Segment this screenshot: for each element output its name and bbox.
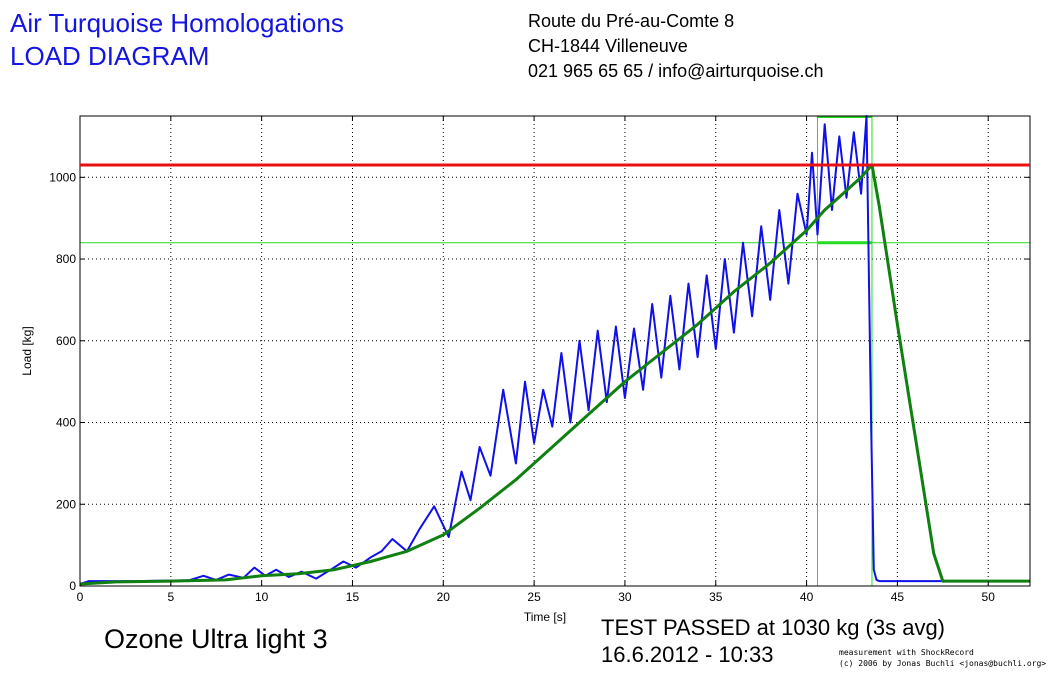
x-tick-label: 40	[800, 590, 814, 604]
x-tick-label: 0	[77, 590, 84, 604]
credit-line-2: (c) 2006 by Jonas Buchli <jonas@buchli.o…	[839, 659, 1047, 668]
x-tick-label: 45	[891, 590, 905, 604]
x-axis-label: Time [s]	[524, 610, 566, 624]
y-tick-label: 1000	[49, 170, 76, 184]
y-tick-label: 800	[56, 252, 76, 266]
x-tick-label: 10	[255, 590, 269, 604]
series-layer	[79, 115, 1030, 586]
y-tick-label: 600	[56, 334, 76, 348]
plot-area	[80, 116, 1030, 586]
credit-line-1: measurement with ShockRecord	[839, 648, 974, 657]
glider-name: Ozone Ultra light 3	[104, 624, 328, 654]
test-datetime: 16.6.2012 - 10:33	[601, 642, 774, 667]
address-line-3: 021 965 65 65 / info@airturquoise.ch	[528, 61, 824, 81]
axis-ticks: 0 5 10 15 20 25 30 35 40 45 50 0 200 400 600 800 1000	[49, 116, 1030, 604]
x-tick-label: 5	[167, 590, 174, 604]
address-line-1: Route du Pré-au-Comte 8	[528, 11, 735, 31]
plot-frame	[79, 115, 1031, 587]
x-tick-label: 25	[527, 590, 541, 604]
address-line-2: CH-1844 Villeneuve	[528, 36, 688, 56]
x-tick-label: 30	[618, 590, 632, 604]
doc-title: LOAD DIAGRAM	[10, 41, 210, 71]
y-tick-label: 0	[69, 579, 76, 593]
y-axis-label: Load [kg]	[20, 326, 34, 375]
y-tick-label: 200	[56, 497, 76, 511]
raw-load-line	[79, 115, 1030, 585]
x-tick-label: 50	[982, 590, 996, 604]
x-tick-label: 15	[346, 590, 360, 604]
avg-load-line	[79, 163, 1030, 586]
org-name: Air Turquoise Homologations	[10, 8, 344, 38]
y-tick-label: 400	[56, 416, 76, 430]
x-tick-label: 20	[437, 590, 451, 604]
x-tick-label: 35	[709, 590, 723, 604]
test-result: TEST PASSED at 1030 kg (3s avg)	[601, 615, 946, 640]
